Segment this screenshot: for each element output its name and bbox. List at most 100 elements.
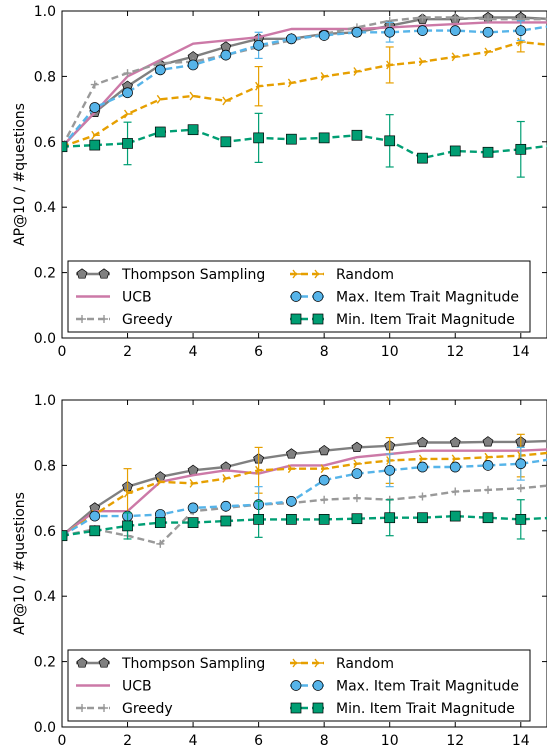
legend: Thompson Sampling UCB Greedy Random Max. Ite… (67, 260, 531, 333)
data-point (417, 512, 428, 524)
legend-item: UCB (76, 290, 152, 306)
data-point (122, 520, 133, 532)
y-tick-label: 0.2 (34, 655, 56, 671)
data-point (451, 487, 460, 496)
x-tick-label: 0 (58, 733, 67, 745)
data-point (286, 133, 297, 145)
legend-marker (100, 315, 108, 323)
legend-marker (98, 657, 110, 668)
series-line (62, 458, 547, 537)
data-point (515, 143, 527, 155)
data-point (320, 495, 329, 504)
legend-label: Random (336, 656, 394, 672)
data-point (187, 502, 199, 514)
data-point (418, 492, 427, 501)
y-tick-label: 0.2 (34, 266, 56, 282)
x-tick-label: 8 (320, 733, 329, 745)
data-point (90, 80, 99, 89)
legend-label: Max. Item Trait Magnitude (336, 679, 519, 695)
data-point (253, 132, 264, 144)
data-point (418, 454, 428, 464)
data-point (515, 25, 527, 36)
legend-marker (78, 315, 86, 323)
series-random (62, 31, 547, 148)
data-point (89, 510, 101, 522)
legend-item: Max. Item Trait Magnitude (290, 290, 519, 306)
data-point (189, 91, 199, 101)
legend-marker (314, 269, 323, 279)
data-point (286, 496, 297, 507)
data-point (62, 141, 68, 153)
data-point (156, 539, 165, 548)
series-random (62, 433, 547, 537)
data-point (417, 461, 428, 473)
data-point (417, 25, 428, 36)
data-point (122, 138, 133, 149)
data-point (515, 458, 527, 470)
data-point (482, 512, 494, 524)
y-tick-label: 1.0 (34, 393, 56, 409)
data-point (122, 87, 133, 99)
data-point (482, 146, 494, 158)
legend: Thompson Sampling UCB Greedy Random Max. Ite… (67, 649, 531, 722)
axes-frame (61, 10, 547, 339)
data-point (154, 517, 166, 528)
data-point (482, 460, 494, 471)
data-point (352, 494, 361, 503)
x-tick-label: 12 (446, 344, 464, 360)
series-ucb (62, 448, 547, 537)
data-point (417, 152, 428, 164)
x-tick-label: 0 (58, 344, 67, 360)
series-min-item-trait-magnitude (62, 112, 547, 178)
data-point (255, 81, 264, 91)
data-point (418, 57, 428, 67)
legend-item: Thompson Sampling (76, 267, 265, 283)
data-point (482, 436, 494, 447)
data-point (386, 60, 395, 70)
legend-item: Min. Item Trait Magnitude (290, 701, 515, 717)
y-axis-label: AP@10 / #questions (12, 492, 28, 635)
series-line (62, 40, 547, 148)
data-point (484, 485, 493, 494)
x-tick-label: 10 (381, 344, 399, 360)
y-tick-label: 0.4 (34, 200, 56, 216)
legend-item: Random (290, 267, 394, 283)
data-point (318, 444, 330, 456)
data-point (220, 515, 232, 527)
chart-panel-2: 0 2 4 6 8 10 12 14 0.0 0.2 0.4 0.6 0.8 1.0 AP@10 / #qu… (12, 393, 547, 745)
legend-label: Random (336, 267, 394, 283)
legend-marker (312, 291, 324, 302)
data-point (449, 436, 461, 448)
data-point (515, 514, 527, 525)
y-tick-label: 0.0 (34, 720, 56, 736)
data-point (187, 464, 199, 475)
x-tick-label: 8 (320, 344, 329, 360)
data-point (449, 461, 461, 473)
legend-marker (290, 313, 302, 325)
legend-label: Max. Item Trait Magnitude (336, 290, 519, 306)
x-tick-label: 4 (189, 344, 198, 360)
data-point (318, 474, 330, 486)
data-point (222, 474, 231, 483)
y-tick-label: 0.8 (34, 69, 56, 85)
legend-label: Greedy (122, 312, 173, 328)
data-point (318, 132, 330, 144)
data-point (189, 478, 199, 488)
legend-label: Thompson Sampling (121, 267, 265, 283)
legend-label: Min. Item Trait Magnitude (336, 701, 515, 717)
legend-item: Greedy (76, 701, 173, 717)
legend-marker (292, 269, 301, 279)
data-point (287, 464, 297, 474)
data-point (484, 452, 494, 462)
data-point (286, 514, 297, 525)
data-point (156, 94, 166, 104)
legend-marker (76, 268, 88, 279)
data-point (384, 135, 396, 147)
y-tick-label: 0.0 (34, 331, 56, 347)
data-point (220, 500, 232, 512)
x-tick-label: 6 (254, 344, 263, 360)
data-point (351, 513, 363, 525)
legend-marker (290, 680, 302, 691)
legend-marker (314, 658, 323, 668)
data-point (351, 26, 363, 38)
